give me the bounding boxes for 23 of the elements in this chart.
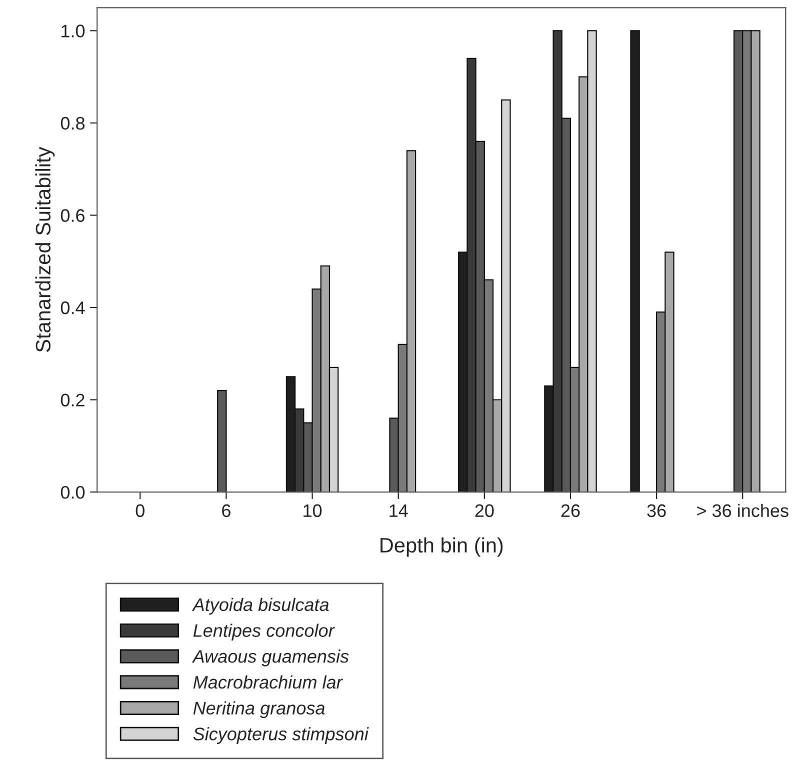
x-tick-label: 10: [304, 504, 322, 518]
x-tick-label: 6: [222, 504, 230, 518]
legend-label: Sicyopterus stimpsoni: [193, 727, 369, 744]
y-tick-label: 0.6: [60, 209, 85, 222]
y-tick-label: 0.4: [60, 301, 85, 314]
x-tick-label: 14: [390, 504, 408, 517]
y-tick-label: 0.2: [60, 394, 84, 406]
legend-label: Neritina granosa: [193, 701, 325, 718]
x-tick-label: 0: [136, 504, 144, 518]
bar: [630, 30, 640, 492]
y-tick-label: 0.8: [60, 116, 85, 130]
y-tick-label: 0.0: [60, 486, 85, 499]
x-axis-title: Depth bin (in): [380, 537, 503, 557]
x-tick-label: 26: [561, 504, 580, 518]
legend-label: Awaous guamensis: [192, 650, 349, 666]
legend-label: Atyoida bisulcata: [192, 598, 329, 615]
y-tick-label: 1.0: [62, 24, 85, 38]
y-axis-title: Stanardized Suitability: [35, 146, 55, 352]
x-tick-label: > 36 inches: [697, 504, 788, 518]
x-tick-label: 20: [475, 504, 494, 518]
x-tick-label: 36: [647, 504, 666, 518]
legend-label: Lentipes concolor: [193, 624, 335, 641]
legend-label: Macrobrachium lar: [193, 675, 343, 689]
